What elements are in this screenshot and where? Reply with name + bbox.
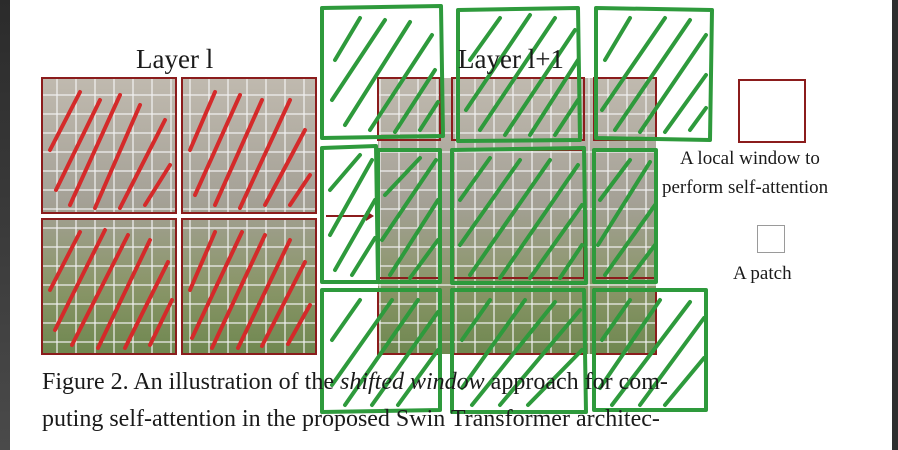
- layer-l-window-1: [41, 77, 177, 214]
- layer-l-window-3: [41, 218, 177, 355]
- video-frame-left-edge: [0, 0, 10, 450]
- legend-window-swatch: [738, 79, 806, 143]
- legend-window-line2: perform self-attention: [662, 177, 829, 198]
- figure-caption: Figure 2. An illustration of the shifted…: [42, 364, 882, 438]
- caption-line1-text: Figure 2. An illustration of the: [42, 369, 340, 395]
- green-hatch-annotation: [320, 4, 714, 414]
- caption-line1-end: approach for com-: [484, 369, 668, 395]
- legend-patch-swatch: [757, 225, 785, 253]
- layer-l1-window-tl: [377, 77, 441, 141]
- layer-l1-title: Layer l+1: [458, 44, 564, 74]
- caption-line-2: puting self-attention in the proposed Sw…: [42, 406, 660, 432]
- layer-l-window-2: [181, 77, 317, 214]
- video-frame-right-edge: [892, 0, 898, 450]
- legend-patch-label: A patch: [733, 263, 792, 284]
- layer-l-window-4: [181, 218, 317, 355]
- layer-l-image: [41, 77, 317, 355]
- layer-l-title: Layer l: [136, 44, 214, 74]
- caption-line-1: Figure 2. An illustration of the shifted…: [42, 364, 882, 401]
- caption-emphasis: shifted window: [339, 369, 485, 395]
- legend-window-line1: A local window to: [680, 148, 820, 169]
- red-hatch-annotation: [48, 90, 312, 350]
